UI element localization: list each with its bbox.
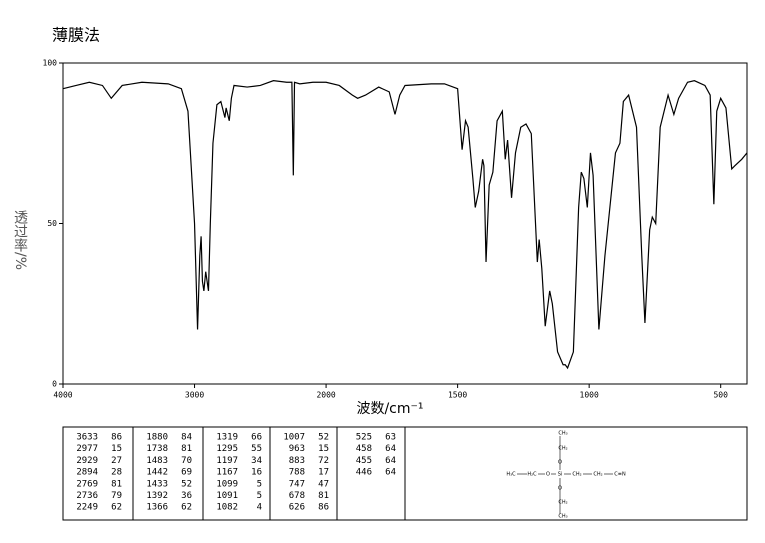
x-tick-label: 1000	[580, 391, 599, 400]
structure-label: H₃C	[506, 472, 516, 478]
peak-wavenumber: 1483	[146, 456, 168, 466]
peak-wavenumber: 1366	[146, 503, 168, 513]
peak-transmittance: 5	[257, 491, 262, 501]
structure-label: CH₃	[558, 431, 567, 437]
peak-wavenumber: 1392	[146, 491, 168, 501]
structure-bonds	[517, 436, 613, 514]
peak-transmittance: 69	[181, 468, 192, 478]
peak-wavenumber: 1099	[216, 479, 238, 489]
peak-transmittance: 15	[111, 444, 122, 454]
peak-wavenumber: 1880	[146, 433, 168, 443]
table-dividers	[132, 427, 406, 520]
peak-transmittance: 52	[181, 479, 192, 489]
peak-wavenumber: 3633	[76, 433, 98, 443]
peak-wavenumber: 2736	[76, 491, 98, 501]
peak-transmittance: 64	[385, 456, 396, 466]
peak-transmittance: 15	[318, 444, 329, 454]
structure-label: CH₂	[572, 472, 581, 478]
structure-label: CH₂	[558, 500, 567, 506]
peak-wavenumber: 626	[289, 503, 305, 513]
peak-wavenumber: 788	[289, 468, 305, 478]
peak-transmittance: 62	[181, 503, 192, 513]
peak-wavenumber: 963	[289, 444, 305, 454]
peak-transmittance: 70	[181, 456, 192, 466]
structure-label: C≡N	[614, 472, 626, 478]
peak-transmittance: 36	[181, 491, 192, 501]
peak-transmittance: 86	[111, 433, 122, 443]
peak-wavenumber: 883	[289, 456, 305, 466]
peak-transmittance: 66	[251, 433, 262, 443]
x-tick-label: 500	[713, 391, 728, 400]
structure-label: CH₂	[558, 446, 567, 452]
peak-transmittance: 64	[385, 444, 396, 454]
peak-transmittance: 86	[318, 503, 329, 513]
y-tick-label: 100	[43, 59, 58, 68]
x-tick-label: 3000	[185, 391, 204, 400]
peak-transmittance: 81	[318, 491, 329, 501]
peak-transmittance: 34	[251, 456, 262, 466]
peak-transmittance: 63	[385, 433, 396, 443]
peak-wavenumber: 1295	[216, 444, 238, 454]
structure-label: H₂C	[527, 472, 537, 478]
peak-wavenumber: 1167	[216, 468, 238, 478]
x-tick-label: 2000	[316, 391, 335, 400]
peak-transmittance: 62	[111, 503, 122, 513]
structure-label: O	[558, 486, 562, 492]
peak-wavenumber: 446	[356, 468, 372, 478]
structure-label: Si	[558, 472, 563, 478]
peak-wavenumber: 1091	[216, 491, 238, 501]
peak-transmittance: 84	[181, 433, 192, 443]
peak-transmittance: 81	[111, 479, 122, 489]
x-axis-label: 波数/cm⁻¹	[356, 401, 423, 417]
chart-title: 薄膜法	[52, 26, 100, 45]
structure-label: CH₂	[593, 472, 602, 478]
peak-wavenumber: 1082	[216, 503, 238, 513]
y-tick-label: 50	[47, 219, 57, 228]
peak-wavenumber: 747	[289, 479, 305, 489]
y-tick-label: 0	[52, 380, 57, 389]
peak-transmittance: 79	[111, 491, 122, 501]
peak-wavenumber: 2769	[76, 479, 98, 489]
peak-wavenumber: 2894	[76, 468, 98, 478]
peak-wavenumber: 1433	[146, 479, 168, 489]
structure-label: O	[558, 460, 562, 466]
y-axis-label: 透过率/%	[12, 210, 28, 270]
peak-wavenumber: 1007	[283, 433, 305, 443]
peak-wavenumber: 678	[289, 491, 305, 501]
peak-wavenumber: 455	[356, 456, 372, 466]
peak-transmittance: 55	[251, 444, 262, 454]
peak-transmittance: 4	[257, 503, 262, 513]
peak-transmittance: 16	[251, 468, 262, 478]
peak-wavenumber: 2929	[76, 456, 98, 466]
peak-transmittance: 64	[385, 468, 396, 478]
x-tick-label: 4000	[53, 391, 72, 400]
peak-wavenumber: 1442	[146, 468, 168, 478]
x-tick-label: 1500	[448, 391, 467, 400]
peak-wavenumber: 2977	[76, 444, 98, 454]
peak-transmittance: 72	[318, 456, 329, 466]
peak-transmittance: 47	[318, 479, 329, 489]
peak-wavenumber: 1197	[216, 456, 238, 466]
peak-wavenumber: 1319	[216, 433, 238, 443]
peak-transmittance: 52	[318, 433, 329, 443]
peak-transmittance: 81	[181, 444, 192, 454]
peak-wavenumber: 458	[356, 444, 372, 454]
structure-label: O	[546, 472, 550, 478]
plot-frame	[62, 62, 748, 385]
peak-transmittance: 5	[257, 479, 262, 489]
peak-transmittance: 27	[111, 456, 122, 466]
spectrum-line	[62, 80, 748, 370]
peak-transmittance: 28	[111, 468, 122, 478]
peak-wavenumber: 2249	[76, 503, 98, 513]
peak-wavenumber: 525	[356, 433, 372, 443]
structure-label: CH₃	[558, 514, 567, 520]
peak-wavenumber: 1738	[146, 444, 168, 454]
peak-transmittance: 17	[318, 468, 329, 478]
